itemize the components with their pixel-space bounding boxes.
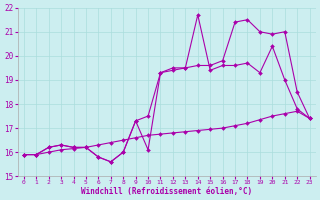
X-axis label: Windchill (Refroidissement éolien,°C): Windchill (Refroidissement éolien,°C) xyxy=(81,187,252,196)
